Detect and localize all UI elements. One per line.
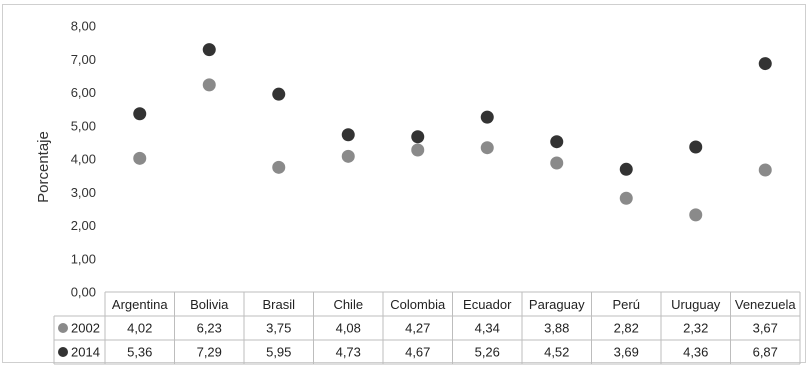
data-point-2014 <box>133 107 147 121</box>
category-label: Perú <box>613 297 640 312</box>
legend-label-2002: 2002 <box>71 321 100 336</box>
category-label: Bolivia <box>190 297 229 312</box>
data-point-2014 <box>202 43 216 57</box>
table-value-2002: 6,23 <box>197 321 222 336</box>
category-label: Colombia <box>390 297 446 312</box>
data-point-2014 <box>619 162 633 176</box>
y-tick-label: 5,00 <box>71 118 96 133</box>
category-label: Brasil <box>262 297 295 312</box>
table-value-2014: 4,67 <box>405 345 430 360</box>
data-point-2002 <box>619 191 633 205</box>
table-value-2002: 2,82 <box>614 321 639 336</box>
data-point-2014 <box>550 135 564 149</box>
data-point-2002 <box>411 143 425 157</box>
data-point-2002 <box>133 151 147 165</box>
table-value-2014: 5,36 <box>127 345 152 360</box>
table-value-2002: 4,08 <box>336 321 361 336</box>
data-point-2002 <box>202 78 216 92</box>
y-tick-label: 7,00 <box>71 52 96 67</box>
category-label: Venezuela <box>735 297 796 312</box>
table-value-2002: 3,75 <box>266 321 291 336</box>
y-tick-label: 0,00 <box>71 285 96 300</box>
data-point-2014 <box>272 87 286 101</box>
table-value-2002: 3,88 <box>544 321 569 336</box>
category-label: Chile <box>333 297 363 312</box>
data-point-2002 <box>480 141 494 155</box>
table-value-2002: 2,32 <box>683 321 708 336</box>
table-value-2014: 4,52 <box>544 345 569 360</box>
category-label: Uruguay <box>671 297 721 312</box>
table-value-2002: 4,27 <box>405 321 430 336</box>
table-value-2002: 4,34 <box>475 321 500 336</box>
category-label: Ecuador <box>463 297 512 312</box>
category-label: Argentina <box>112 297 168 312</box>
data-point-2002 <box>272 160 286 174</box>
table-value-2002: 4,02 <box>127 321 152 336</box>
data-point-2014 <box>341 128 355 142</box>
legend-marker-2002 <box>58 323 68 333</box>
chart-frame <box>2 4 806 363</box>
y-tick-label: 4,00 <box>71 152 96 167</box>
table-value-2014: 3,69 <box>614 345 639 360</box>
category-label: Paraguay <box>529 297 585 312</box>
y-tick-label: 6,00 <box>71 85 96 100</box>
table-value-2014: 6,87 <box>753 345 778 360</box>
y-tick-label: 2,00 <box>71 218 96 233</box>
data-point-2002 <box>550 156 564 170</box>
legend-marker-2014 <box>58 347 68 357</box>
legend-label-2014: 2014 <box>71 345 100 360</box>
data-point-2002 <box>689 208 703 222</box>
table-value-2002: 3,67 <box>753 321 778 336</box>
table-value-2014: 7,29 <box>197 345 222 360</box>
table-value-2014: 5,26 <box>475 345 500 360</box>
y-tick-label: 8,00 <box>71 19 96 34</box>
data-point-2014 <box>689 140 703 154</box>
table-value-2014: 4,73 <box>336 345 361 360</box>
data-point-2014 <box>480 110 494 124</box>
data-point-2002 <box>758 163 772 177</box>
data-point-2002 <box>341 149 355 163</box>
y-tick-label: 1,00 <box>71 251 96 266</box>
table-value-2014: 5,95 <box>266 345 291 360</box>
data-point-2014 <box>758 57 772 71</box>
y-tick-label: 3,00 <box>71 185 96 200</box>
data-point-2014 <box>411 130 425 144</box>
table-value-2014: 4,36 <box>683 345 708 360</box>
y-axis-label: Porcentaje <box>35 131 52 203</box>
